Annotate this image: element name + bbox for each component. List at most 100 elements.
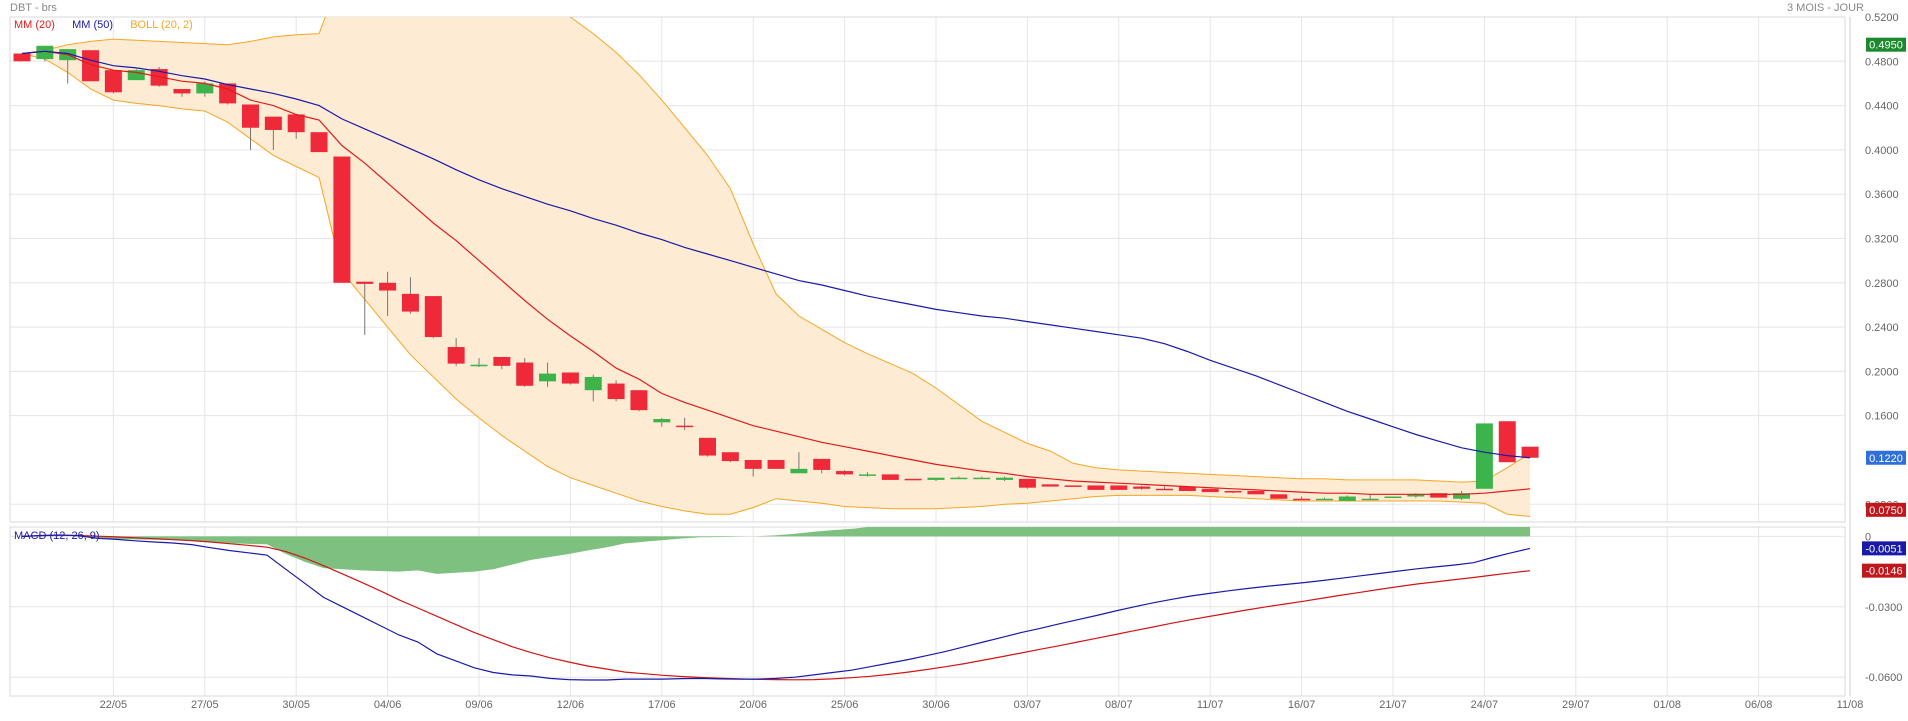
candle-body (82, 50, 100, 82)
candle (881, 474, 899, 480)
price-y-tick-label: 0.1600 (1865, 411, 1899, 423)
candle-body (13, 53, 31, 62)
x-tick-label: 17/06 (648, 699, 676, 711)
candle-body (744, 459, 762, 469)
x-tick-label: 30/05 (282, 699, 310, 711)
price-badge: 0.0750 (1866, 502, 1906, 517)
candle (516, 358, 534, 387)
candle-body (401, 293, 419, 312)
candle-body (630, 390, 648, 411)
price-badge-label: 0.4950 (1869, 40, 1903, 52)
price-y-tick-label: 0.2800 (1865, 278, 1899, 290)
macd-badge-label: -0.0051 (1865, 543, 1902, 555)
candle-body (1224, 490, 1242, 493)
x-tick-label: 12/06 (557, 699, 585, 711)
candle-body (699, 437, 716, 456)
candle-body (1041, 484, 1059, 487)
candle-body (1270, 494, 1288, 499)
candle-body (813, 458, 831, 470)
candle-body (1178, 486, 1196, 491)
price-plot-area (13, 17, 1539, 517)
candle-body (287, 114, 305, 133)
candle (264, 116, 282, 150)
candle (699, 437, 716, 457)
price-y-tick-label: 0.3200 (1865, 233, 1899, 245)
price-badge: 0.1220 (1866, 450, 1906, 465)
x-tick-label: 04/06 (374, 699, 402, 711)
macd-badge-box (1862, 563, 1906, 578)
candle (470, 358, 488, 367)
candle (1521, 446, 1539, 458)
candle (493, 356, 511, 370)
x-tick-label: 22/05 (100, 699, 128, 711)
price-y-tick-label: 0.2000 (1865, 366, 1899, 378)
price-badge-label: 0.0750 (1869, 505, 1903, 517)
price-y-tick-label: 0.5200 (1865, 12, 1899, 24)
candle-body (1498, 421, 1516, 463)
candle-body (1201, 488, 1219, 493)
candle-body (173, 88, 191, 94)
x-tick-label: 30/06 (922, 699, 950, 711)
candle (424, 296, 442, 339)
macd-plot-area (21, 527, 1531, 681)
candle-body (1407, 494, 1425, 497)
candle (973, 476, 991, 480)
price-legend-entry: MM (50) (72, 19, 113, 31)
candle-body (950, 477, 968, 480)
candle (242, 104, 259, 150)
candle (1293, 496, 1311, 501)
macd-legend-entry: MACD (12, 26, 9) (14, 530, 100, 542)
candle-body (333, 156, 351, 283)
candle (836, 469, 854, 476)
macd-badge-box (1862, 541, 1906, 556)
x-tick-label: 29/07 (1562, 699, 1590, 711)
candle (1270, 494, 1288, 499)
price-y-tick-label: 0.4800 (1865, 56, 1899, 68)
candle-body (447, 347, 465, 364)
candle (653, 417, 671, 427)
candle-body (36, 45, 54, 60)
candle (287, 114, 305, 139)
x-tick-label: 21/07 (1379, 699, 1407, 711)
x-tick-label: 20/06 (739, 699, 767, 711)
candle-body (561, 372, 579, 384)
candle-body (653, 419, 671, 423)
candle (401, 277, 419, 314)
candle-body (1087, 485, 1105, 490)
period-label: 3 MOIS - JOUR (1786, 2, 1864, 14)
price-badge-box (1866, 37, 1906, 52)
candle (607, 380, 625, 402)
candle (721, 452, 739, 463)
price-panel-border (9, 16, 1846, 523)
candle (104, 70, 122, 94)
x-tick-label: 06/08 (1745, 699, 1773, 711)
candle (310, 132, 328, 153)
candle-body (927, 477, 945, 480)
candle-body (1430, 493, 1448, 498)
candle-body (470, 364, 488, 367)
macd-badge: -0.0146 (1862, 563, 1906, 578)
x-tick-label: 25/06 (831, 699, 859, 711)
candle-body (1156, 488, 1173, 491)
candle (927, 477, 945, 482)
symbol-title: DBT - brs (10, 2, 57, 14)
candle-body (516, 362, 534, 386)
candle (82, 50, 100, 82)
candle (1315, 497, 1333, 501)
candle-body (219, 83, 237, 104)
x-tick-label: 09/06 (465, 699, 493, 711)
candle-body (127, 70, 145, 81)
candle-body (1247, 490, 1265, 495)
candle-body (356, 281, 374, 284)
candle (13, 53, 31, 62)
candle-body (607, 383, 625, 400)
candle (1384, 496, 1402, 499)
candle (630, 390, 648, 412)
candle-body (242, 104, 259, 128)
x-tick-label: 03/07 (1014, 699, 1042, 711)
candle (1041, 484, 1059, 487)
candle (1110, 485, 1128, 490)
candle (1064, 485, 1082, 487)
